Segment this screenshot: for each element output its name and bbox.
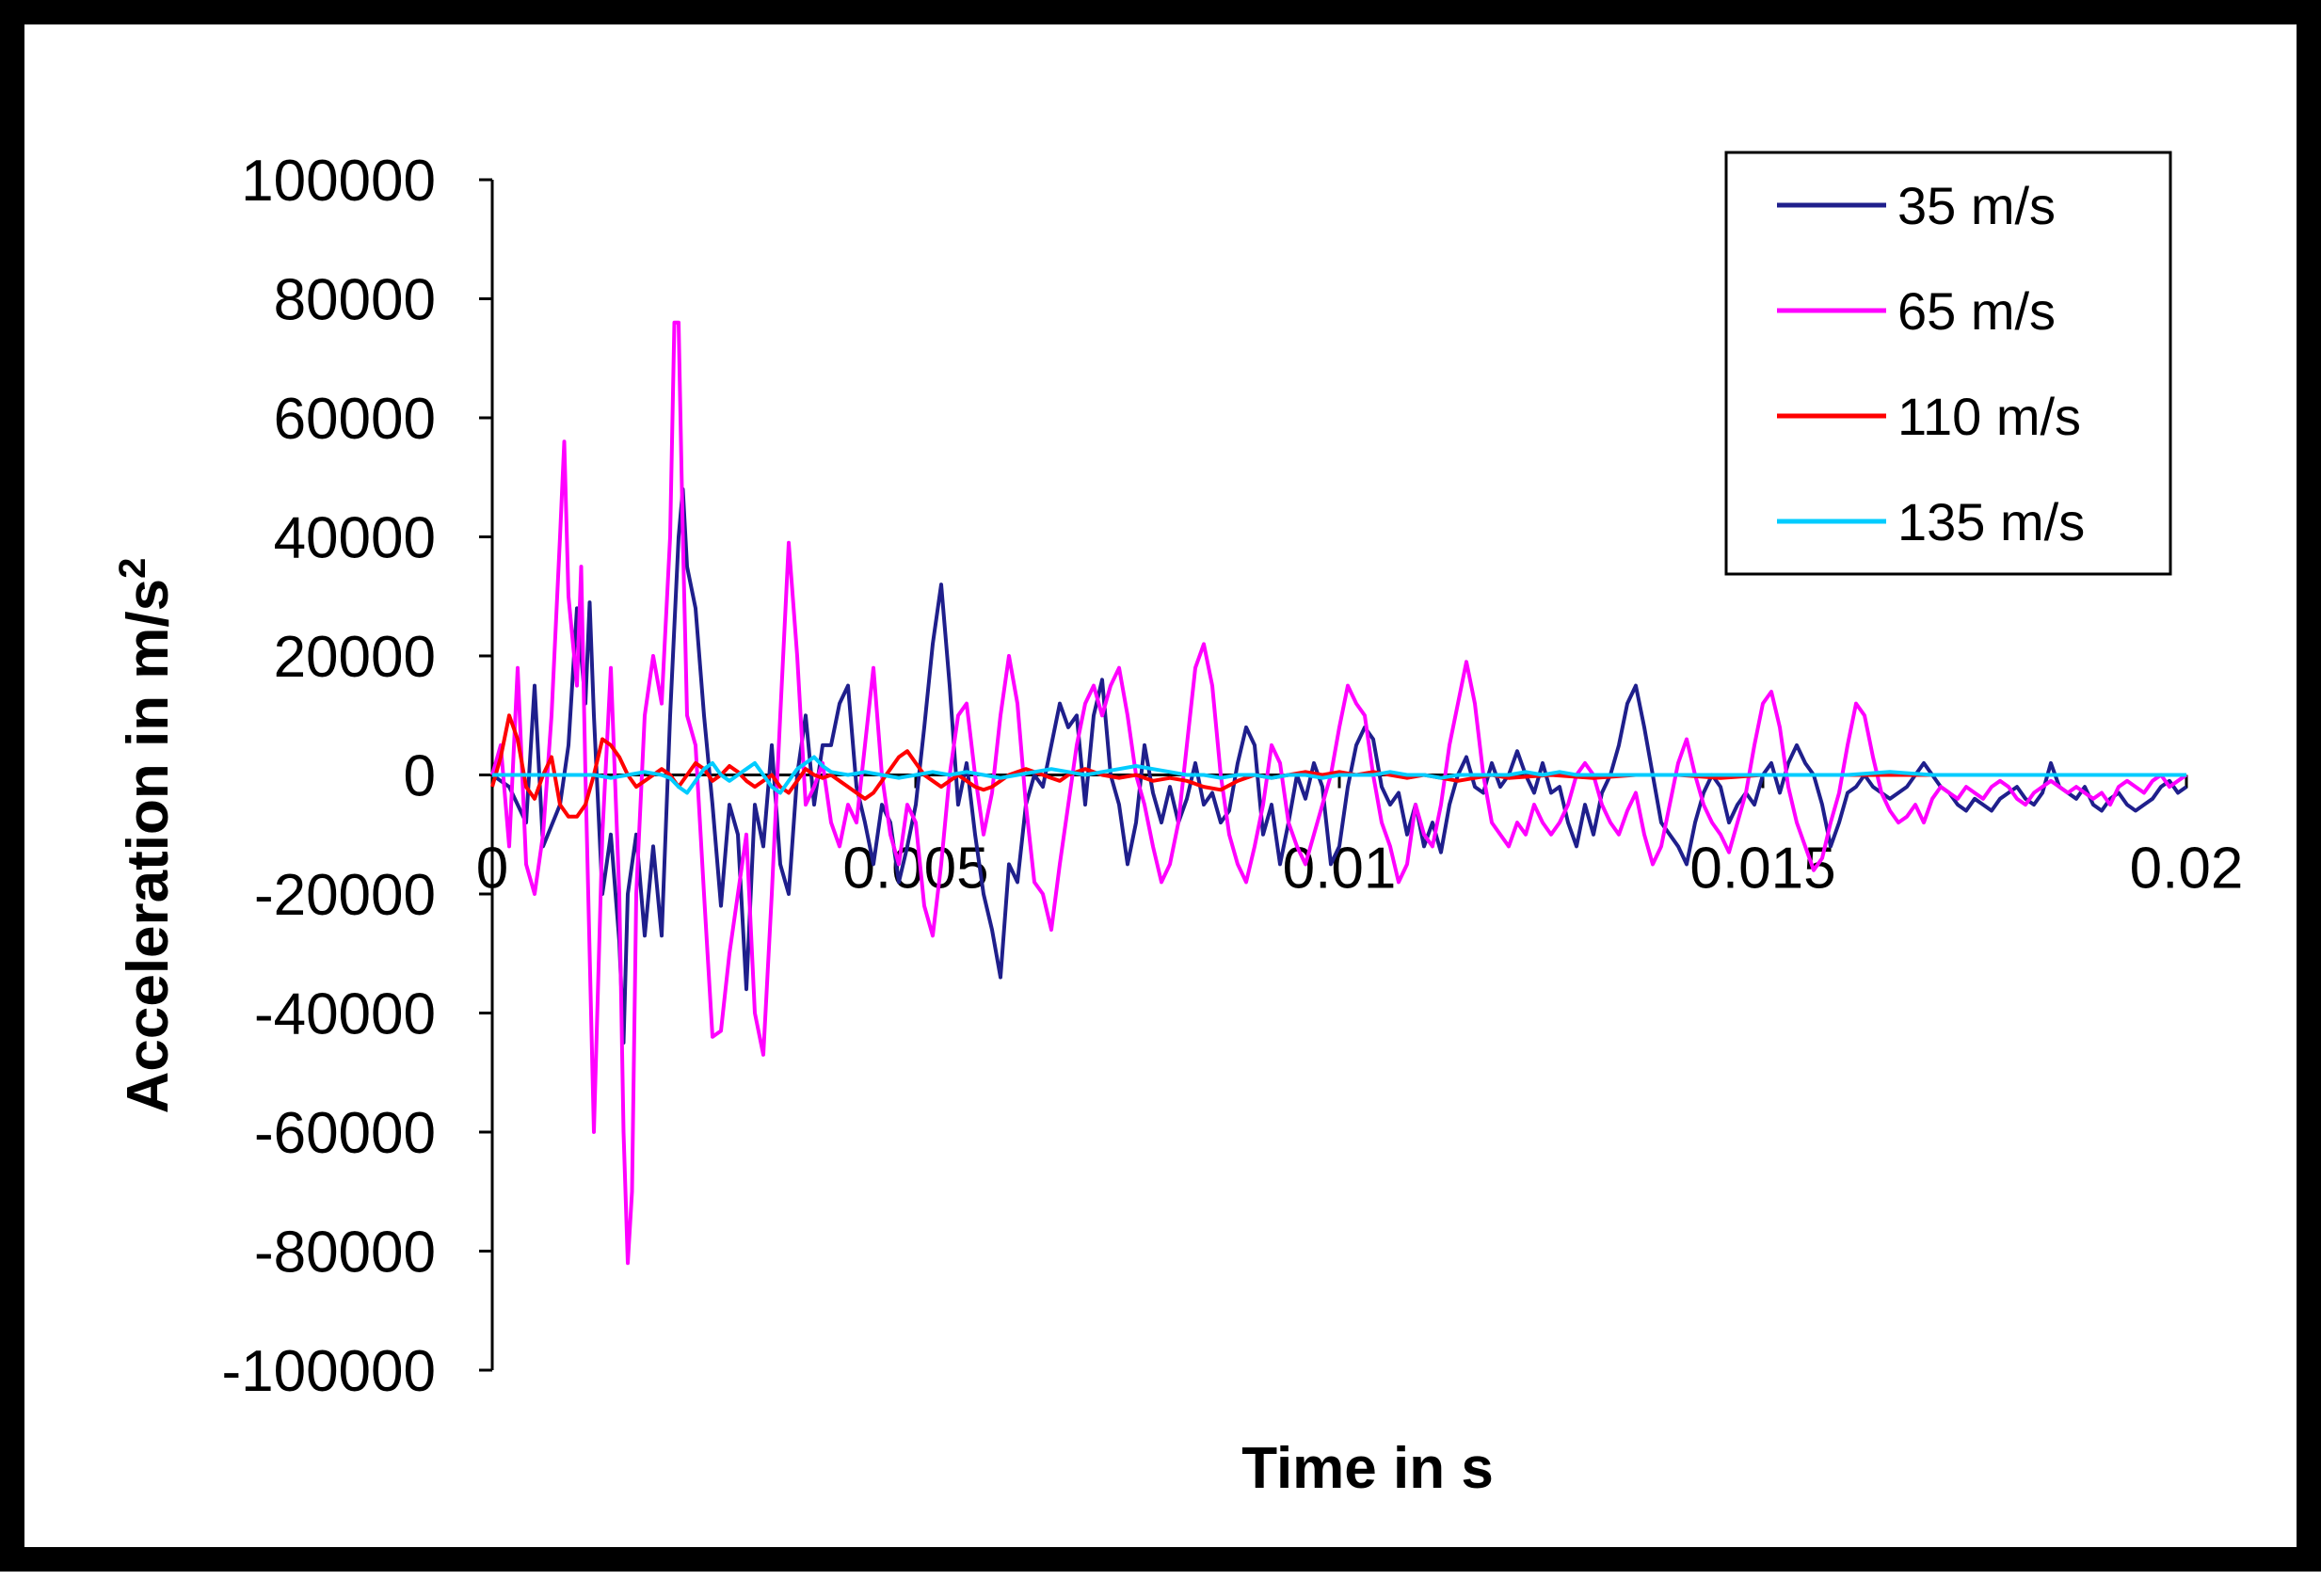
y-tick-label: -40000 — [254, 982, 436, 1047]
series-group — [490, 320, 2188, 1266]
y-tick-label: -60000 — [254, 1101, 436, 1166]
legend-label-1: 65 m/s — [1897, 281, 2056, 341]
y-tick-label: -80000 — [254, 1221, 436, 1285]
y-tick-label: -20000 — [254, 863, 436, 928]
y-axis-title-superscript: 2 — [112, 558, 153, 579]
x-axis-title: Time in s — [1241, 1436, 1494, 1501]
y-axis-title-text: Acceleration in m/s — [116, 579, 181, 1114]
legend-box — [1724, 151, 2172, 576]
y-tick-label: -100000 — [221, 1339, 436, 1404]
y-tick-label: 80000 — [274, 268, 436, 333]
legend-label-2: 110 m/s — [1897, 387, 2081, 446]
series-line-1 — [490, 320, 2188, 1266]
series-line-0 — [490, 487, 2188, 1045]
axes-group: 100000 80000 60000 40000 20000 0 -20000 -40000 -… — [221, 149, 2243, 1404]
legend: 35 m/s 65 m/s 110 m/s 135 m/s — [1724, 151, 2172, 576]
y-axis-title: Acceleration in m/s2 — [112, 558, 181, 1114]
series-line-3 — [492, 755, 2186, 795]
y-tick-label: 20000 — [274, 625, 436, 690]
y-tick-label: 0 — [404, 744, 436, 809]
chart-svg: 100000 80000 60000 40000 20000 0 -20000 -40000 -… — [112, 149, 2243, 1501]
y-tick-label: 40000 — [274, 506, 436, 571]
y-tick-label: 60000 — [274, 387, 436, 452]
y-tick-label: 100000 — [241, 149, 436, 214]
x-tick-label: 0.005 — [842, 837, 988, 902]
x-tick-label: 0 — [476, 837, 508, 902]
series-line-2 — [490, 713, 2186, 819]
x-tick-label: 0.02 — [2130, 837, 2244, 902]
legend-label-0: 35 m/s — [1897, 176, 2056, 235]
legend-label-3: 135 m/s — [1897, 492, 2085, 551]
